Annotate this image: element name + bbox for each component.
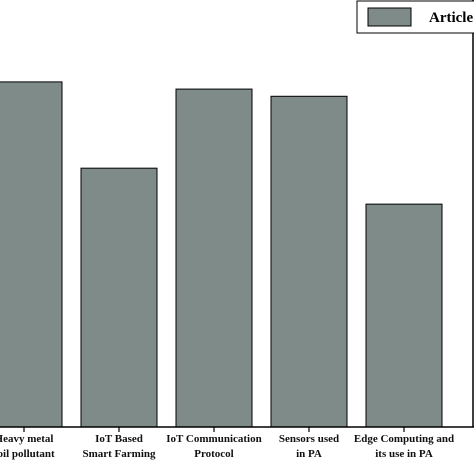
x-tick-label-1: IoT Based Smart Farming [82,433,156,460]
legend-label: Article [429,10,473,26]
bar-1 [80,167,158,428]
legend-swatch [367,7,412,27]
legend-box [356,0,474,34]
x-tick-label-3: Sensors used in PA [279,433,339,460]
x-tick-labels-group: Heavy metalsoil pollutant IoT BasedSmart … [0,433,454,460]
bar-2 [175,88,253,428]
bar-0 [0,81,63,428]
x-tick-label-2: IoT Communication Protocol [166,433,261,460]
legend: Article [356,0,474,34]
x-ticks-group [23,427,405,432]
bar-4 [365,203,443,428]
axes-group [0,0,474,428]
bar-3 [270,95,348,428]
bars-group [0,81,443,428]
x-tick-label-4: Edge Computing and its use in PA [354,433,454,460]
x-tick-label-0: Heavy metalsoil pollutant [0,433,55,460]
